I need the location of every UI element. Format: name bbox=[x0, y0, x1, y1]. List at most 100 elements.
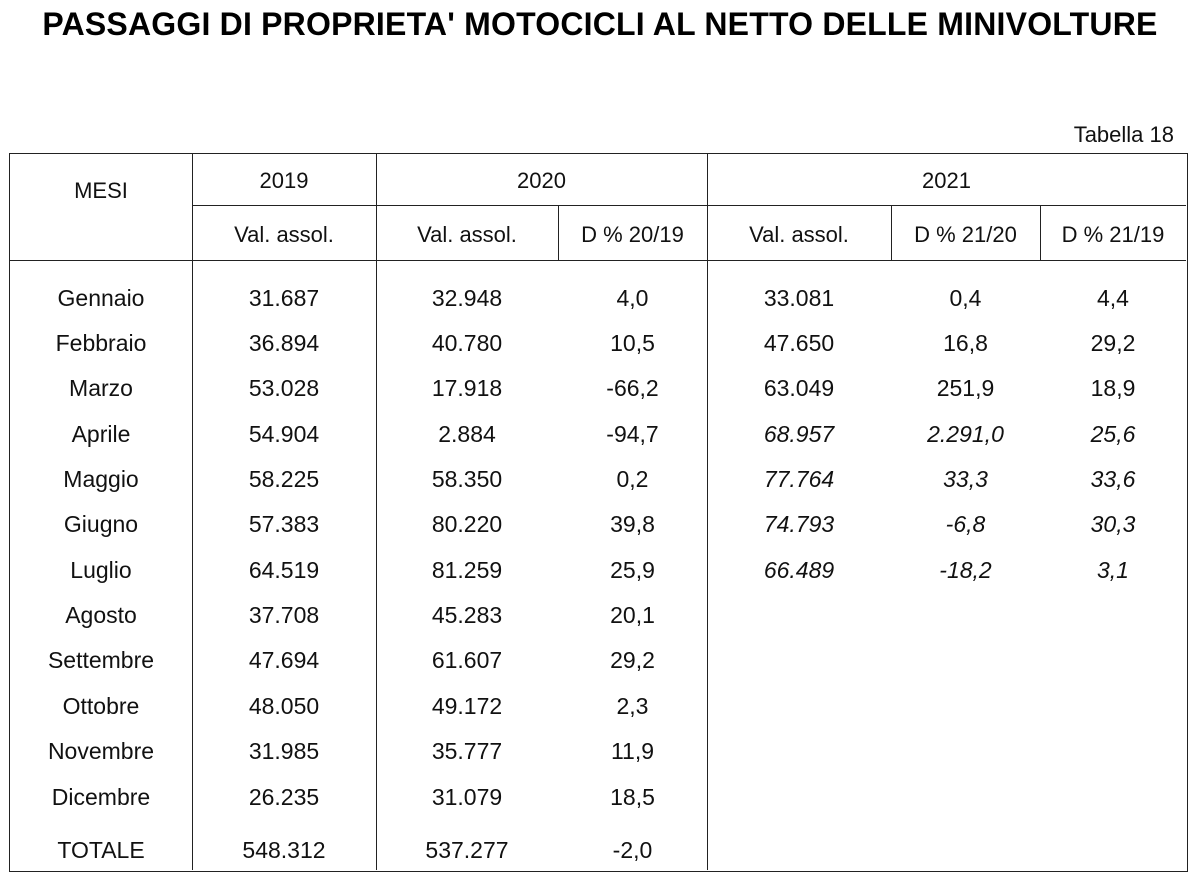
data-table: MESI 2019 2020 2021 Val. assol. Val. ass… bbox=[9, 153, 1188, 872]
cell-val-2019: 64.519 bbox=[248, 557, 320, 583]
cell-d-21-19: 30,3 bbox=[1090, 511, 1136, 537]
cell-val-2020: 35.777 bbox=[431, 738, 503, 764]
cell-val-2019: 57.383 bbox=[248, 511, 320, 537]
cell-mese: Marzo bbox=[69, 375, 133, 401]
cell-d-20-19: 25,9 bbox=[610, 557, 655, 583]
table-row: Settembre 47.694 61.607 29,2 bbox=[10, 640, 1187, 680]
cell-d-20-19: 20,1 bbox=[610, 602, 655, 628]
cell-val-2021: 66.489 bbox=[763, 557, 835, 583]
table-row: Maggio 58.225 58.350 0,2 77.764 33,3 33,… bbox=[10, 459, 1187, 499]
cell-val-2021: 77.764 bbox=[763, 466, 835, 492]
cell-d-20-19: 11,9 bbox=[610, 738, 655, 764]
cell-val-2020: 17.918 bbox=[431, 375, 503, 401]
cell-mese: Agosto bbox=[65, 602, 137, 628]
cell-mese: Ottobre bbox=[62, 693, 140, 719]
cell-val-2019: 26.235 bbox=[248, 784, 320, 810]
table-row: Aprile 54.904 2.884 -94,7 68.957 2.291,0… bbox=[10, 414, 1187, 454]
cell-val-2019: 37.708 bbox=[248, 602, 320, 628]
cell-d-21-20: 16,8 bbox=[943, 330, 988, 356]
table-row: Novembre 31.985 35.777 11,9 bbox=[10, 731, 1187, 771]
cell-d-21-20: 33,3 bbox=[943, 466, 988, 492]
subheader-d-20-19: D % 20/19 bbox=[581, 222, 684, 247]
subheader-d-21-19: D % 21/19 bbox=[1061, 222, 1165, 247]
header-bottom-divider bbox=[10, 260, 1186, 261]
cell-d-20-19: 10,5 bbox=[610, 330, 655, 356]
cell-val-2020: 40.780 bbox=[431, 330, 503, 356]
cell-d-21-19: 3,1 bbox=[1097, 557, 1129, 583]
cell-totale-2019: 548.312 bbox=[242, 837, 326, 863]
table-row: Giugno 57.383 80.220 39,8 74.793 -6,8 30… bbox=[10, 504, 1187, 544]
header-mesi: MESI bbox=[74, 178, 128, 203]
cell-val-2020: 61.607 bbox=[431, 647, 503, 673]
table-label: Tabella 18 bbox=[1073, 122, 1174, 147]
cell-d-21-20: 251,9 bbox=[936, 375, 995, 401]
cell-val-2020: 49.172 bbox=[431, 693, 503, 719]
cell-val-2020: 58.350 bbox=[431, 466, 503, 492]
col-divider-d2119 bbox=[1040, 205, 1041, 261]
cell-val-2019: 54.904 bbox=[248, 421, 320, 447]
cell-d-20-19: 29,2 bbox=[610, 647, 655, 673]
cell-val-2019: 48.050 bbox=[248, 693, 320, 719]
cell-mese: Aprile bbox=[71, 421, 131, 447]
table-row: Ottobre 48.050 49.172 2,3 bbox=[10, 686, 1187, 726]
table-row: Gennaio 31.687 32.948 4,0 33.081 0,4 4,4 bbox=[10, 278, 1187, 318]
cell-val-2020: 2.884 bbox=[438, 421, 496, 447]
header-mid-divider bbox=[192, 205, 1186, 206]
cell-mese: Giugno bbox=[63, 511, 139, 537]
cell-val-2020: 32.948 bbox=[431, 285, 503, 311]
cell-val-2021: 74.793 bbox=[763, 511, 835, 537]
cell-mese: Dicembre bbox=[51, 784, 151, 810]
cell-d-21-20: -18,2 bbox=[939, 557, 992, 583]
cell-val-2019: 47.694 bbox=[248, 647, 320, 673]
cell-d-20-19: 4,0 bbox=[616, 285, 649, 311]
cell-d-21-19: 29,2 bbox=[1090, 330, 1136, 356]
header-2021: 2021 bbox=[922, 168, 971, 193]
cell-val-2020: 31.079 bbox=[431, 784, 503, 810]
cell-val-2020: 45.283 bbox=[431, 602, 503, 628]
cell-mese: Luglio bbox=[70, 557, 132, 583]
page-title: PASSAGGI DI PROPRIETA' MOTOCICLI AL NETT… bbox=[42, 6, 1158, 42]
table-row: Febbraio 36.894 40.780 10,5 47.650 16,8 … bbox=[10, 323, 1187, 363]
cell-d-20-19: 18,5 bbox=[610, 784, 655, 810]
cell-totale-label: TOTALE bbox=[57, 837, 145, 863]
subheader-val-2020: Val. assol. bbox=[417, 222, 517, 247]
cell-mese: Febbraio bbox=[55, 330, 147, 356]
cell-val-2019: 36.894 bbox=[248, 330, 320, 356]
cell-d-21-19: 4,4 bbox=[1097, 285, 1129, 311]
cell-val-2020: 81.259 bbox=[431, 557, 503, 583]
cell-totale-d-20-19: -2,0 bbox=[612, 837, 653, 863]
col-divider-2020 bbox=[707, 154, 708, 870]
cell-mese: Settembre bbox=[47, 647, 155, 673]
cell-d-20-19: -94,7 bbox=[606, 421, 659, 447]
subheader-val-2019: Val. assol. bbox=[234, 222, 334, 247]
cell-d-21-19: 33,6 bbox=[1090, 466, 1136, 492]
cell-val-2019: 53.028 bbox=[248, 375, 320, 401]
cell-mese: Novembre bbox=[47, 738, 155, 764]
cell-val-2020: 80.220 bbox=[431, 511, 503, 537]
header-2019: 2019 bbox=[259, 168, 309, 193]
cell-d-21-20: -6,8 bbox=[945, 511, 986, 537]
table-row: Agosto 37.708 45.283 20,1 bbox=[10, 595, 1187, 635]
cell-d-21-20: 2.291,0 bbox=[927, 421, 1004, 447]
cell-mese: Gennaio bbox=[57, 285, 145, 311]
col-divider-2019 bbox=[376, 154, 377, 870]
subheader-val-2021: Val. assol. bbox=[749, 222, 849, 247]
col-divider-mesi bbox=[192, 154, 193, 870]
cell-totale-2020: 537.277 bbox=[425, 837, 509, 863]
table-row: Luglio 64.519 81.259 25,9 66.489 -18,2 3… bbox=[10, 550, 1187, 590]
cell-val-2019: 31.687 bbox=[248, 285, 320, 311]
table-row: Marzo 53.028 17.918 -66,2 63.049 251,9 1… bbox=[10, 368, 1187, 408]
cell-d-21-19: 25,6 bbox=[1090, 421, 1136, 447]
table-row-totale: TOTALE 548.312 537.277 -2,0 bbox=[10, 830, 1187, 870]
cell-d-21-20: 0,4 bbox=[949, 285, 982, 311]
subheader-d-21-20: D % 21/20 bbox=[914, 222, 1017, 247]
table-row: Dicembre 26.235 31.079 18,5 bbox=[10, 777, 1187, 817]
cell-d-20-19: 0,2 bbox=[616, 466, 649, 492]
cell-d-20-19: -66,2 bbox=[606, 375, 659, 401]
cell-d-20-19: 39,8 bbox=[610, 511, 655, 537]
header-2020: 2020 bbox=[517, 168, 566, 193]
cell-val-2021: 33.081 bbox=[763, 285, 835, 311]
cell-val-2019: 58.225 bbox=[248, 466, 320, 492]
cell-d-21-19: 18,9 bbox=[1090, 375, 1136, 401]
cell-val-2021: 63.049 bbox=[763, 375, 835, 401]
